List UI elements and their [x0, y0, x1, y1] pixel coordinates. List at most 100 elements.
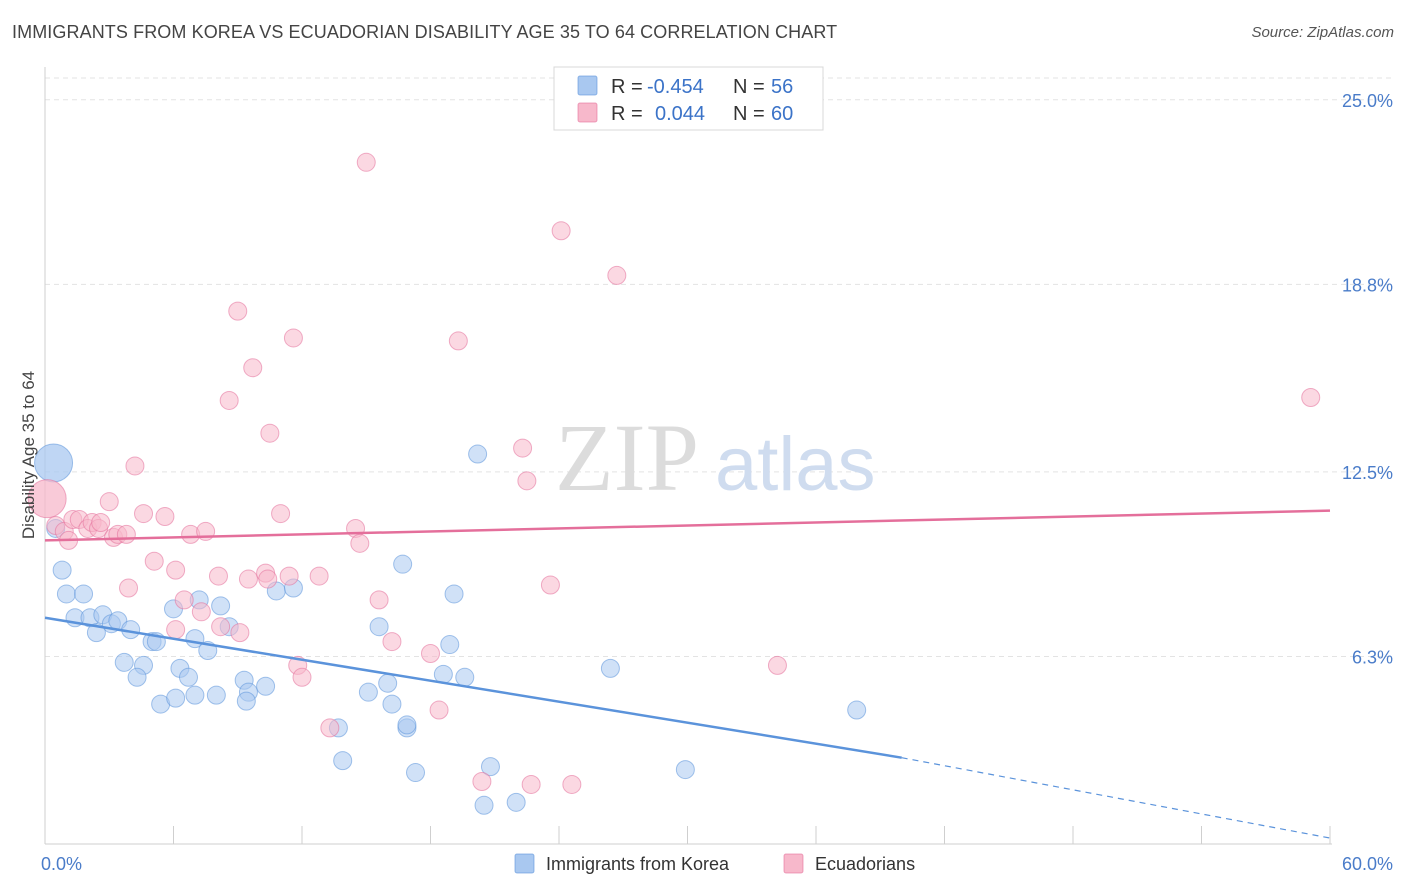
point-ecuadorians: [166, 620, 186, 640]
legend-swatch-korea-bottom: [514, 853, 535, 874]
point-ecuadorians: [191, 602, 211, 622]
data-points: [27, 152, 1321, 815]
point-ecuadorians: [429, 700, 449, 720]
point-korea: [474, 795, 494, 815]
point-korea: [440, 635, 460, 655]
point-ecuadorians: [155, 507, 175, 527]
point-korea: [406, 763, 426, 783]
point-ecuadorians: [99, 492, 119, 512]
point-korea: [127, 667, 147, 687]
point-ecuadorians: [320, 718, 340, 738]
series-ecuadorians-points: [27, 152, 1321, 794]
point-ecuadorians: [472, 771, 492, 791]
point-ecuadorians: [540, 575, 560, 595]
point-ecuadorians: [521, 774, 541, 794]
point-korea: [256, 676, 276, 696]
legend-swatch-ecuadorians: [577, 102, 598, 123]
point-korea: [397, 715, 417, 735]
legend-n-value-korea: 56: [771, 76, 793, 98]
point-ecuadorians: [27, 479, 67, 519]
point-ecuadorians: [356, 152, 376, 172]
point-korea: [382, 694, 402, 714]
x-tick-label-min: 0.0%: [41, 854, 82, 874]
point-ecuadorians: [230, 623, 250, 643]
point-korea: [333, 751, 353, 771]
legend-n-label-korea: N =: [733, 76, 765, 98]
point-ecuadorians: [513, 438, 533, 458]
point-ecuadorians: [238, 569, 258, 589]
point-ecuadorians: [228, 301, 248, 321]
x-tick-label-max: 60.0%: [1342, 854, 1393, 874]
point-ecuadorians: [382, 632, 402, 652]
point-ecuadorians: [144, 551, 164, 571]
point-korea: [369, 617, 389, 637]
y-tick-label: 12.5%: [1342, 463, 1393, 483]
legend-swatch-korea: [577, 75, 598, 96]
point-korea: [114, 652, 134, 672]
point-ecuadorians: [1301, 387, 1321, 407]
point-korea: [600, 658, 620, 678]
point-ecuadorians: [174, 590, 194, 610]
point-ecuadorians: [91, 513, 111, 533]
legend-label-korea: Immigrants from Korea: [546, 854, 730, 874]
correlation-legend: R = -0.454 N = 56 R = 0.044 N = 60: [553, 66, 824, 131]
point-ecuadorians: [283, 328, 303, 348]
legend-label-ecuadorians: Ecuadorians: [815, 854, 915, 874]
point-ecuadorians: [369, 590, 389, 610]
point-ecuadorians: [350, 533, 370, 553]
legend-n-label-ecuadorians: N =: [733, 103, 765, 125]
point-ecuadorians: [260, 423, 280, 443]
point-ecuadorians: [292, 667, 312, 687]
series-korea-points: [34, 443, 867, 815]
legend-n-value-ecuadorians: 60: [771, 103, 793, 125]
point-korea: [847, 700, 867, 720]
point-ecuadorians: [607, 265, 627, 285]
point-ecuadorians: [279, 566, 299, 586]
point-korea: [378, 673, 398, 693]
watermark-atlas: atlas: [715, 422, 876, 507]
point-korea: [206, 685, 226, 705]
legend-r-value-ecuadorians: 0.044: [655, 103, 705, 125]
chart-title: IMMIGRANTS FROM KOREA VS ECUADORIAN DISA…: [12, 22, 838, 42]
point-korea: [34, 443, 74, 483]
point-korea: [185, 685, 205, 705]
point-ecuadorians: [125, 456, 145, 476]
point-ecuadorians: [258, 569, 278, 589]
point-ecuadorians: [166, 560, 186, 580]
point-ecuadorians: [448, 331, 468, 351]
point-ecuadorians: [767, 655, 787, 675]
point-ecuadorians: [562, 774, 582, 794]
y-tick-label: 6.3%: [1352, 647, 1393, 667]
trend-lines: [44, 509, 1331, 839]
point-korea: [74, 584, 94, 604]
trend-line-ecuadorians: [44, 509, 1331, 542]
point-korea: [358, 682, 378, 702]
y-tick-label: 25.0%: [1342, 91, 1393, 111]
point-korea: [56, 584, 76, 604]
trend-line-korea-extension: [901, 757, 1331, 839]
point-korea: [675, 760, 695, 780]
series-legend: Immigrants from Korea Ecuadorians: [514, 853, 915, 874]
point-ecuadorians: [271, 504, 291, 524]
point-ecuadorians: [421, 643, 440, 663]
trend-line-korea: [44, 616, 902, 759]
legend-r-label-korea: R =: [611, 76, 643, 98]
point-ecuadorians: [208, 566, 228, 586]
source-label: Source: ZipAtlas.com: [1251, 24, 1394, 41]
y-axis-title: Disability Age 35 to 64: [19, 371, 38, 539]
watermark-zip: ZIP: [555, 404, 699, 511]
point-korea: [480, 757, 500, 777]
legend-box: [553, 66, 824, 131]
point-korea: [468, 444, 488, 464]
y-tick-label: 18.8%: [1342, 275, 1393, 295]
point-ecuadorians: [134, 504, 154, 524]
point-ecuadorians: [116, 524, 136, 544]
legend-swatch-ecuadorians-bottom: [783, 853, 804, 874]
point-korea: [506, 792, 526, 812]
point-korea: [52, 560, 72, 580]
point-korea: [444, 584, 464, 604]
point-ecuadorians: [309, 566, 329, 586]
point-ecuadorians: [211, 617, 231, 637]
legend-r-label-ecuadorians: R =: [611, 103, 643, 125]
